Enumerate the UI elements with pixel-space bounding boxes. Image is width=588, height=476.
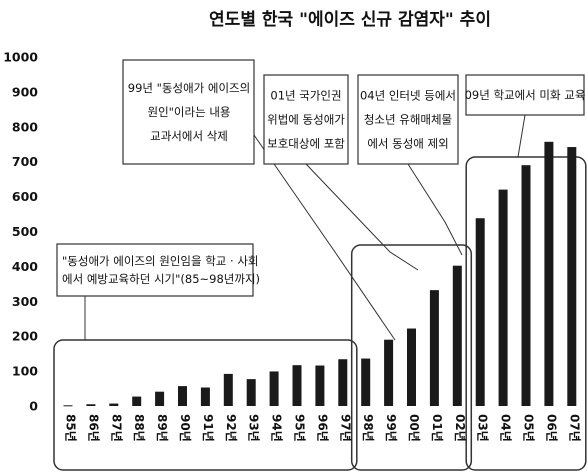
y-axis: 0 100 200 300 400 500 600 700 800 900 1000 <box>3 50 38 414</box>
period-group-03-07 <box>465 156 587 471</box>
annotation-box <box>263 74 349 165</box>
y-tick-label: 1000 <box>3 50 38 65</box>
x-tick-label: 85년 <box>64 414 78 442</box>
annotation-text: 보호대상에 포함 <box>267 137 345 151</box>
bar <box>315 365 325 406</box>
x-tick-label: 86년 <box>86 414 100 442</box>
bar <box>109 403 119 406</box>
period-group-85-97 <box>53 339 358 471</box>
bar <box>223 373 233 406</box>
x-axis-labels: 85년 86년 87년 88년 89년 90년 91년 92년 93년 94년 95년 96년 97년 9… <box>64 414 582 442</box>
annotation-text: "동성애가 에이즈의 원인임을 학교 · 사회 <box>62 254 259 268</box>
annotation-box <box>357 74 459 165</box>
bar <box>498 189 508 406</box>
bar <box>246 379 256 406</box>
bar <box>155 391 165 406</box>
x-tick-label: 06년 <box>544 414 558 442</box>
bar <box>200 387 210 406</box>
y-tick-label: 400 <box>12 259 38 274</box>
bar <box>452 265 462 406</box>
y-tick-label: 500 <box>12 224 38 239</box>
x-tick-label: 92년 <box>224 414 238 442</box>
annotation-text: 01년 국가인권 <box>270 89 341 103</box>
annotation-leader <box>407 163 463 256</box>
y-tick-label: 100 <box>12 364 38 379</box>
annotation-box <box>465 74 585 116</box>
bar <box>407 328 416 406</box>
annotation-box <box>122 59 255 165</box>
bar <box>361 358 371 406</box>
annotation-text: 04년 인터넷 등에서 <box>360 89 456 103</box>
annotation-text: 청소년 유해매체물 <box>364 113 452 127</box>
x-tick-label: 00년 <box>407 414 421 442</box>
x-tick-label: 88년 <box>132 414 146 442</box>
bar <box>178 386 187 406</box>
x-tick-label: 04년 <box>499 414 513 442</box>
chart-title: 연도별 한국 "에이즈 신규 감염자" 추이 <box>209 10 491 30</box>
x-tick-label: 91년 <box>201 414 215 442</box>
annotation-text: 09년 학교에서 미화 교육 <box>465 88 586 102</box>
annotation-leader <box>517 114 526 158</box>
bar <box>567 147 577 407</box>
annotation-text: 에서 예방교육하던 시기"(85~98년까지) <box>62 272 260 286</box>
y-tick-label: 800 <box>12 119 38 134</box>
x-tick-label: 07년 <box>567 414 581 442</box>
x-tick-label: 95년 <box>293 414 307 442</box>
x-tick-label: 02년 <box>453 414 467 442</box>
x-tick-label: 90년 <box>178 414 192 442</box>
annotation-box <box>56 243 254 297</box>
bar <box>269 371 279 406</box>
x-tick-label: 89년 <box>155 414 169 442</box>
bar <box>544 141 554 406</box>
bar <box>429 290 439 406</box>
y-tick-label: 700 <box>12 154 38 169</box>
y-tick-label: 600 <box>12 189 38 204</box>
y-tick-label: 200 <box>12 329 38 344</box>
x-tick-label: 97년 <box>338 414 352 442</box>
period-group-98-02 <box>350 244 473 471</box>
y-tick-label: 900 <box>12 84 38 99</box>
bar <box>63 405 73 407</box>
x-tick-label: 98년 <box>361 414 375 442</box>
period-groups <box>53 156 587 471</box>
bar <box>384 339 394 406</box>
annotation-leader <box>305 163 419 271</box>
y-tick-label: 0 <box>29 399 38 414</box>
x-tick-label: 96년 <box>315 414 329 442</box>
bar <box>132 396 142 406</box>
x-tick-label: 87년 <box>109 414 123 442</box>
y-tick-label: 300 <box>12 294 38 309</box>
bar <box>521 165 531 406</box>
annotation-text: 99년 "동성애가 에이즈의 <box>128 81 250 95</box>
x-tick-label: 94년 <box>270 414 284 442</box>
x-tick-label: 99년 <box>384 414 398 442</box>
annotation-text: 위법에 동성애가 <box>267 113 345 127</box>
annotation-text: 원인"이라는 내용 <box>147 105 230 119</box>
x-tick-label: 03년 <box>476 414 490 442</box>
bar <box>292 365 302 406</box>
x-tick-label: 05년 <box>522 414 536 442</box>
bar <box>86 404 96 406</box>
annotation-leader <box>253 134 396 341</box>
bars <box>63 141 577 407</box>
bar <box>338 359 348 406</box>
bar <box>475 218 485 406</box>
annotation-text: 에서 동성애 제외 <box>367 137 448 151</box>
annotation-text: 교과서에서 삭제 <box>150 129 228 143</box>
x-tick-label: 93년 <box>247 414 261 442</box>
x-tick-label: 01년 <box>430 414 444 442</box>
